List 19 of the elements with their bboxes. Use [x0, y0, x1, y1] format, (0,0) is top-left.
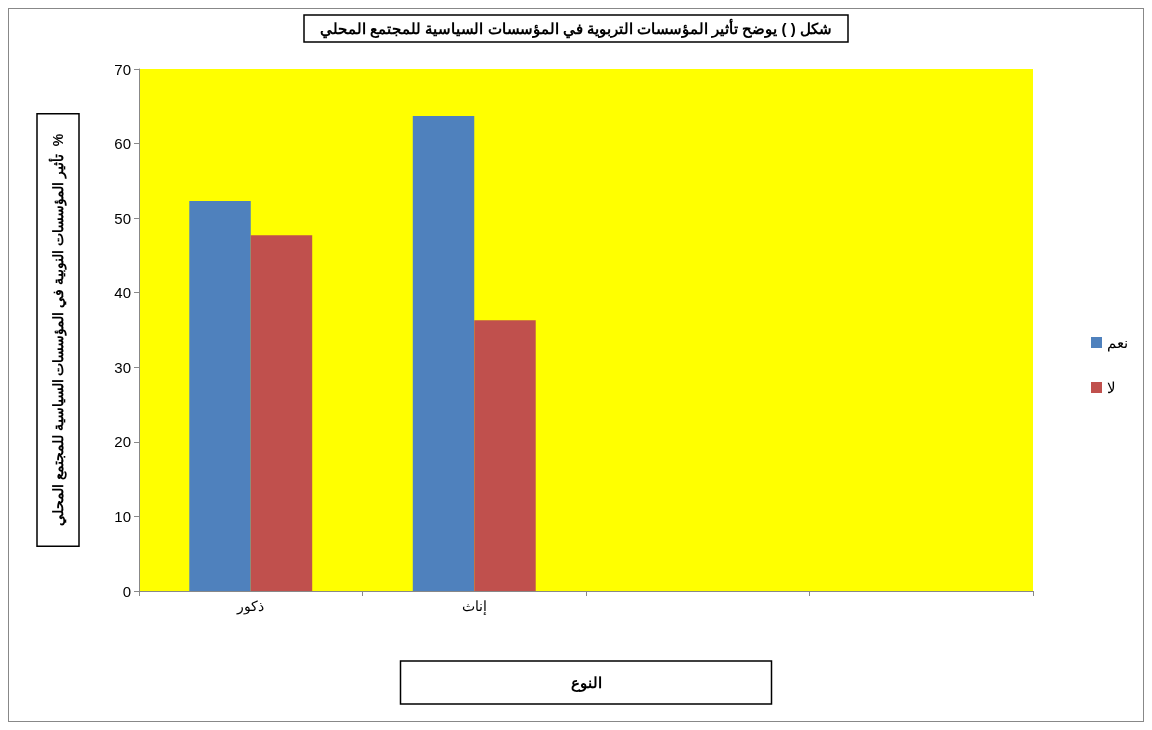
legend-label: لا [1107, 379, 1116, 396]
y-tick-label: 0 [122, 582, 131, 600]
x-tick-label: ذكور [236, 598, 265, 615]
y-tick-label: 40 [114, 284, 131, 302]
x-tick-label: إناث [461, 598, 487, 615]
bar [474, 320, 536, 591]
y-tick-label: 10 [114, 507, 131, 525]
y-tick-label: 20 [114, 433, 131, 451]
chart-title: شكل ( ) يوضح تأثير المؤسسات التربوية في المؤسسات السياسية للمجتمع المحلي [320, 18, 832, 39]
y-tick-label: 50 [114, 209, 131, 227]
y-tick-label: 60 [114, 135, 131, 153]
x-axis-title: النوع [570, 674, 602, 692]
legend-label: نعم [1107, 334, 1128, 352]
bar [412, 115, 475, 591]
y-tick-label: 30 [114, 358, 131, 376]
y-tick-label: 70 [114, 60, 131, 78]
y-axis-title: تأثير المؤسسات النوبية في المؤسسات السياسية للمجتمع المحلي % [48, 133, 67, 527]
bar [250, 235, 313, 591]
bar [189, 200, 251, 591]
